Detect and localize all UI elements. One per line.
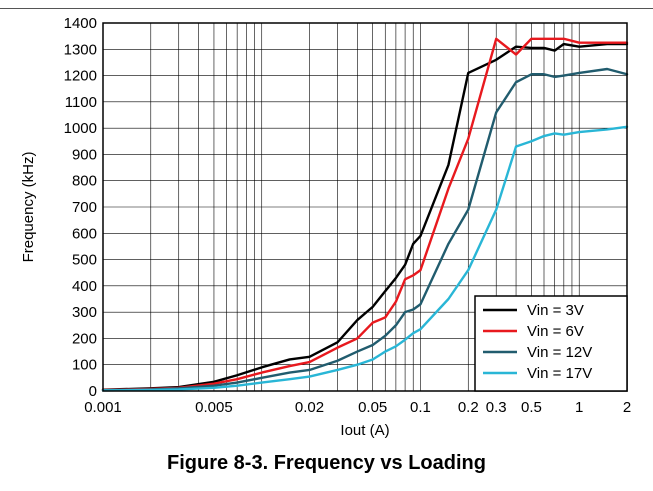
y-axis-label: Frequency (kHz) xyxy=(20,152,37,263)
y-tick-label: 1000 xyxy=(64,120,97,137)
series-group xyxy=(101,37,629,392)
x-tick-label: 2 xyxy=(623,399,631,416)
y-tick-label: 1100 xyxy=(65,94,97,111)
y-tick-label: 400 xyxy=(72,278,97,295)
y-tick-label: 500 xyxy=(72,252,97,269)
legend: Vin = 3V Vin = 6V Vin = 12V Vin = 17V xyxy=(474,295,628,392)
top-rule xyxy=(0,8,653,9)
series-line-2 xyxy=(101,37,629,392)
frequency-chart: 0 100 200 300 400 500 600 700 800 900 1000 1100 1200… xyxy=(20,15,631,439)
series-line-4 xyxy=(101,125,629,392)
y-tick-label: 0 xyxy=(89,383,97,400)
x-axis-label: Iout (A) xyxy=(340,422,389,439)
y-tick-label: 900 xyxy=(72,146,97,163)
series-line-1 xyxy=(101,42,629,391)
series-line-3 xyxy=(101,67,629,392)
y-tick-label: 100 xyxy=(72,357,97,374)
plot-border xyxy=(102,22,628,392)
y-tick-label: 300 xyxy=(72,304,97,321)
y-tick-label: 600 xyxy=(72,225,97,242)
y-tick-label: 800 xyxy=(72,173,97,190)
x-tick-label: 0.02 xyxy=(295,399,324,416)
figure-caption: Figure 8-3. Frequency vs Loading xyxy=(167,452,486,474)
y-tick-label: 1400 xyxy=(64,15,97,32)
legend-label: Vin = 3V xyxy=(527,302,584,319)
x-tick-label: 0.2 xyxy=(458,399,479,416)
legend-box xyxy=(474,295,628,392)
x-tick-label: 0.3 xyxy=(486,399,507,416)
y-tick-label: 700 xyxy=(72,199,97,216)
legend-label: Vin = 6V xyxy=(527,323,584,340)
x-tick-label: 0.5 xyxy=(521,399,542,416)
y-tick-label: 1200 xyxy=(64,68,97,85)
y-tick-label: 200 xyxy=(72,330,97,347)
x-tick-label: 1 xyxy=(575,399,583,416)
x-tick-label: 0.05 xyxy=(358,399,387,416)
x-tick-label: 0.1 xyxy=(410,399,431,416)
y-tick-label: 1300 xyxy=(64,41,97,58)
legend-label: Vin = 17V xyxy=(527,365,592,382)
x-tick-label: 0.001 xyxy=(84,399,122,416)
x-tick-label: 0.005 xyxy=(195,399,233,416)
legend-label: Vin = 12V xyxy=(527,344,592,361)
